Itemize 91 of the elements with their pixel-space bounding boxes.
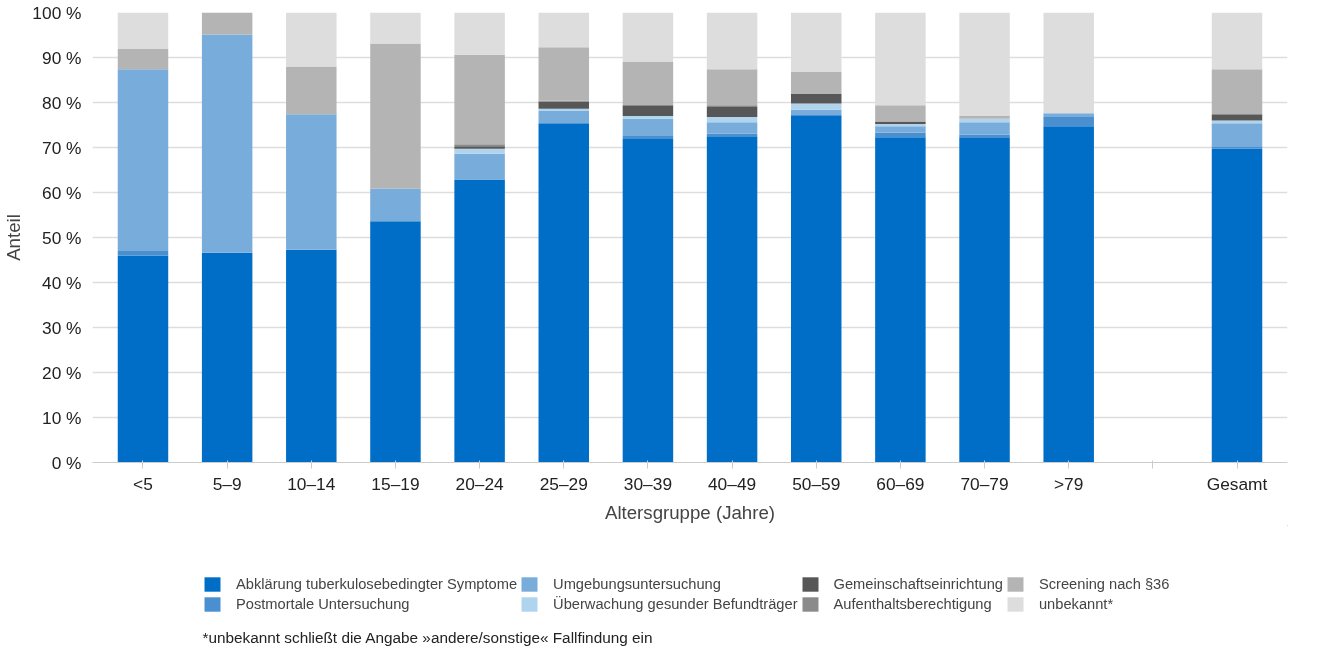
bar	[370, 12, 421, 44]
bar	[622, 135, 674, 139]
legend-label: unbekannt*	[1038, 596, 1114, 612]
legend-label: Screening nach §36	[1038, 576, 1170, 592]
bar	[454, 179, 505, 463]
bar	[538, 123, 590, 463]
y-axis-title: Anteil	[3, 214, 25, 261]
x-tick-label: 20–24	[455, 473, 505, 494]
bar	[1043, 126, 1094, 463]
bar	[117, 48, 169, 70]
bar	[117, 255, 169, 463]
x-tick-label: 50–59	[792, 473, 841, 494]
y-tick-label: 100 %	[32, 2, 82, 23]
y-tick-label: 70 %	[42, 137, 82, 158]
bar	[622, 138, 674, 463]
bar	[959, 138, 1010, 463]
x-tick-label: <5	[133, 473, 153, 494]
bar	[454, 54, 505, 145]
legend-label: Abklärung tuberkulosebedingter Symptome	[236, 576, 518, 592]
bar	[201, 34, 253, 253]
bar	[286, 114, 337, 250]
bar	[875, 105, 926, 122]
bar	[454, 153, 505, 180]
y-tick-label: 40 %	[42, 272, 82, 293]
bar	[875, 137, 926, 463]
y-tick-label: 20 %	[42, 362, 82, 383]
bar	[454, 148, 505, 154]
y-tick-label: 90 %	[42, 47, 82, 68]
bar	[875, 132, 926, 138]
x-tick-label: 60–69	[876, 473, 925, 494]
y-tick-label: 10 %	[42, 407, 82, 428]
bar	[622, 118, 674, 136]
bar	[622, 105, 674, 116]
y-tick-label: 50 %	[42, 227, 82, 248]
bar	[706, 107, 758, 117]
bar	[790, 103, 842, 110]
bar	[538, 110, 590, 124]
bar	[538, 101, 590, 109]
y-tick-label: 60 %	[42, 182, 82, 203]
bar	[538, 47, 590, 101]
x-tick-label: 40–49	[707, 473, 757, 494]
x-tick-label: 70–79	[960, 473, 1009, 494]
bar	[1043, 113, 1094, 117]
text: *unbekannt schließt die Angabe »andere/sonstige« Fallfindung ein	[202, 628, 653, 646]
bar	[286, 249, 337, 463]
bar	[790, 71, 842, 94]
x-axis-title: Altersgruppe (Jahre)	[604, 501, 776, 523]
bar	[370, 188, 421, 222]
x-tick-label: 10–14	[287, 473, 336, 494]
bar	[201, 252, 253, 463]
x-tick-label: 15–19	[371, 473, 420, 494]
bar	[1043, 116, 1094, 127]
bar	[538, 12, 590, 48]
bar	[790, 116, 842, 463]
legend-label: Gemeinschaftseinrichtung	[833, 576, 1003, 592]
y-tick-label: 0 %	[51, 452, 82, 473]
bar	[959, 116, 1010, 119]
bar	[454, 12, 505, 55]
bar	[959, 122, 1010, 135]
y-tick-label: 30 %	[42, 317, 82, 338]
bar	[117, 12, 169, 49]
y-tick-label: 80 %	[42, 92, 82, 113]
bar	[1211, 146, 1263, 149]
bar	[370, 43, 421, 189]
legend-label: Umgebungsuntersuchung	[553, 576, 721, 592]
bar	[286, 66, 337, 115]
bar	[622, 116, 674, 119]
bar	[706, 69, 758, 106]
bar	[706, 136, 758, 463]
bar	[1211, 148, 1263, 463]
x-tick-label: 25–29	[539, 473, 588, 494]
x-tick-label: Gesamt	[1206, 473, 1268, 494]
legend-label: Aufenthaltsberechtigung	[833, 596, 992, 612]
bar	[706, 122, 758, 134]
bar	[201, 12, 253, 35]
bar	[117, 251, 169, 256]
bar	[1211, 114, 1263, 121]
legend-label: Überwachung gesunder Befundträger	[553, 596, 798, 612]
legend-label: Postmortale Untersuchung	[236, 596, 410, 612]
bar	[790, 93, 842, 104]
bar	[875, 126, 926, 133]
x-tick-label: >79	[1054, 473, 1084, 494]
x-tick-label: 30–39	[623, 473, 673, 494]
bar	[706, 116, 758, 123]
bar	[117, 69, 169, 251]
bar	[622, 62, 674, 106]
bar	[1211, 69, 1263, 115]
bar	[1211, 123, 1263, 147]
bar	[370, 221, 421, 463]
x-tick-label: 5–9	[212, 473, 242, 494]
bar	[959, 134, 1010, 139]
